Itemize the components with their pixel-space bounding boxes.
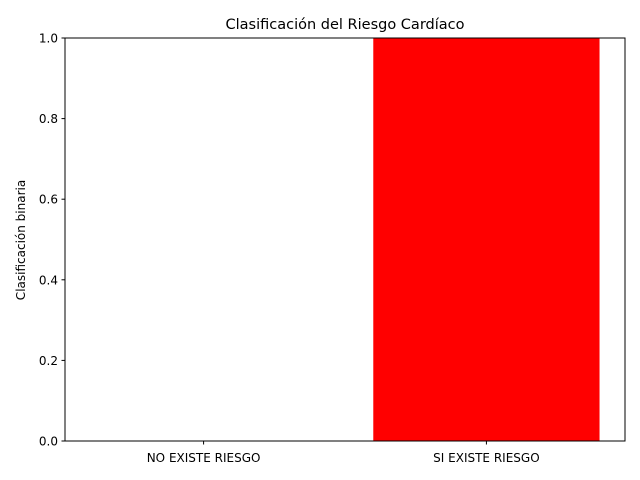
bars-group [373, 38, 600, 441]
bar-1 [373, 38, 600, 441]
y-axis-label: Clasificación binaria [14, 180, 28, 300]
y-ticks-group: 0.0 0.2 0.4 0.6 0.8 1.0 [39, 32, 65, 449]
x-tick-label: SI EXISTE RIESGO [433, 451, 539, 465]
y-tick-label: 1.0 [39, 32, 58, 46]
y-tick-label: 0.6 [39, 193, 58, 207]
y-tick-label: 0.4 [39, 273, 58, 287]
plot-frame [64, 37, 626, 442]
y-tick-label: 0.8 [39, 112, 58, 126]
y-tick-label: 0.0 [39, 435, 58, 449]
x-tick-label: NO EXISTE RIESGO [147, 451, 261, 465]
chart-title: Clasificación del Riesgo Cardíaco [226, 17, 465, 33]
y-tick-label: 0.2 [39, 354, 58, 368]
x-ticks-group: NO EXISTE RIESGO SI EXISTE RIESGO [147, 441, 540, 465]
